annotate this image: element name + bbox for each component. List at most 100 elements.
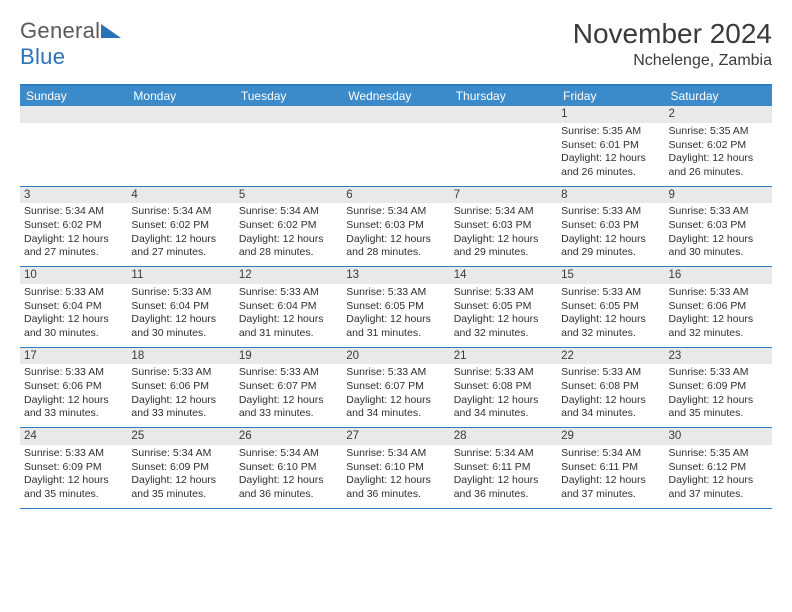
day-number: 13: [342, 267, 449, 284]
brand-name-a: General: [20, 18, 100, 43]
day-number: 25: [127, 428, 234, 445]
sunset-text: Sunset: 6:03 PM: [454, 219, 553, 233]
daylight-text: Daylight: 12 hours and 33 minutes.: [131, 394, 230, 421]
calendar-cell: 9Sunrise: 5:33 AMSunset: 6:03 PMDaylight…: [665, 187, 772, 267]
sunrise-text: Sunrise: 5:34 AM: [239, 447, 338, 461]
calendar-cell: 15Sunrise: 5:33 AMSunset: 6:05 PMDayligh…: [557, 267, 664, 347]
sunset-text: Sunset: 6:05 PM: [561, 300, 660, 314]
calendar-cell: 21Sunrise: 5:33 AMSunset: 6:08 PMDayligh…: [450, 348, 557, 428]
sunrise-text: Sunrise: 5:34 AM: [454, 205, 553, 219]
sunset-text: Sunset: 6:05 PM: [454, 300, 553, 314]
calendar-cell: 11Sunrise: 5:33 AMSunset: 6:04 PMDayligh…: [127, 267, 234, 347]
sunset-text: Sunset: 6:09 PM: [131, 461, 230, 475]
sunrise-text: Sunrise: 5:33 AM: [131, 286, 230, 300]
daylight-text: Daylight: 12 hours and 32 minutes.: [669, 313, 768, 340]
dayname-tuesday: Tuesday: [235, 86, 342, 106]
day-number: 22: [557, 348, 664, 365]
dayname-sunday: Sunday: [20, 86, 127, 106]
dayname-wednesday: Wednesday: [342, 86, 449, 106]
sunrise-text: Sunrise: 5:33 AM: [24, 447, 123, 461]
daylight-text: Daylight: 12 hours and 31 minutes.: [346, 313, 445, 340]
sunset-text: Sunset: 6:09 PM: [24, 461, 123, 475]
daylight-text: Daylight: 12 hours and 29 minutes.: [561, 233, 660, 260]
sunrise-text: Sunrise: 5:33 AM: [346, 286, 445, 300]
sunset-text: Sunset: 6:10 PM: [346, 461, 445, 475]
day-number: 5: [235, 187, 342, 204]
calendar-cell: [450, 106, 557, 186]
sunset-text: Sunset: 6:07 PM: [239, 380, 338, 394]
triangle-icon: [101, 18, 121, 44]
calendar-cell: 23Sunrise: 5:33 AMSunset: 6:09 PMDayligh…: [665, 348, 772, 428]
daylight-text: Daylight: 12 hours and 37 minutes.: [669, 474, 768, 501]
day-number: 17: [20, 348, 127, 365]
calendar-cell: [20, 106, 127, 186]
calendar-cell: 3Sunrise: 5:34 AMSunset: 6:02 PMDaylight…: [20, 187, 127, 267]
calendar-week: 1Sunrise: 5:35 AMSunset: 6:01 PMDaylight…: [20, 106, 772, 187]
daylight-text: Daylight: 12 hours and 30 minutes.: [24, 313, 123, 340]
daylight-text: Daylight: 12 hours and 27 minutes.: [24, 233, 123, 260]
calendar-cell: [235, 106, 342, 186]
sunset-text: Sunset: 6:07 PM: [346, 380, 445, 394]
calendar-cell: 1Sunrise: 5:35 AMSunset: 6:01 PMDaylight…: [557, 106, 664, 186]
day-number: 1: [557, 106, 664, 123]
sunset-text: Sunset: 6:10 PM: [239, 461, 338, 475]
dayname-row: Sunday Monday Tuesday Wednesday Thursday…: [20, 86, 772, 106]
calendar-cell: 6Sunrise: 5:34 AMSunset: 6:03 PMDaylight…: [342, 187, 449, 267]
sunrise-text: Sunrise: 5:33 AM: [239, 366, 338, 380]
sunrise-text: Sunrise: 5:33 AM: [561, 366, 660, 380]
calendar-week: 10Sunrise: 5:33 AMSunset: 6:04 PMDayligh…: [20, 267, 772, 348]
sunset-text: Sunset: 6:08 PM: [454, 380, 553, 394]
sunset-text: Sunset: 6:04 PM: [24, 300, 123, 314]
day-number: 30: [665, 428, 772, 445]
day-number: 19: [235, 348, 342, 365]
calendar-cell: [127, 106, 234, 186]
sunset-text: Sunset: 6:08 PM: [561, 380, 660, 394]
day-number: 29: [557, 428, 664, 445]
title-block: November 2024 Nchelenge, Zambia: [573, 18, 772, 70]
day-number: 21: [450, 348, 557, 365]
daylight-text: Daylight: 12 hours and 30 minutes.: [131, 313, 230, 340]
daylight-text: Daylight: 12 hours and 33 minutes.: [24, 394, 123, 421]
sunrise-text: Sunrise: 5:33 AM: [454, 366, 553, 380]
calendar-cell: 14Sunrise: 5:33 AMSunset: 6:05 PMDayligh…: [450, 267, 557, 347]
location-label: Nchelenge, Zambia: [573, 52, 772, 70]
calendar-cell: 26Sunrise: 5:34 AMSunset: 6:10 PMDayligh…: [235, 428, 342, 508]
daylight-text: Daylight: 12 hours and 26 minutes.: [561, 152, 660, 179]
daylight-text: Daylight: 12 hours and 28 minutes.: [239, 233, 338, 260]
calendar-cell: 5Sunrise: 5:34 AMSunset: 6:02 PMDaylight…: [235, 187, 342, 267]
calendar-cell: 13 Sunrise: 5:33 AMSunset: 6:05 PMDayligh…: [342, 267, 449, 347]
daylight-text: Daylight: 12 hours and 37 minutes.: [561, 474, 660, 501]
calendar-cell: 22Sunrise: 5:33 AMSunset: 6:08 PMDayligh…: [557, 348, 664, 428]
brand-name: General Blue: [20, 18, 121, 70]
sunrise-text: Sunrise: 5:33 AM: [454, 286, 553, 300]
daylight-text: Daylight: 12 hours and 35 minutes.: [131, 474, 230, 501]
day-number: [342, 106, 449, 123]
sunrise-text: Sunrise: 5:33 AM: [239, 286, 338, 300]
sunrise-text: Sunrise: 5:34 AM: [346, 447, 445, 461]
daylight-text: Daylight: 12 hours and 34 minutes.: [561, 394, 660, 421]
daylight-text: Daylight: 12 hours and 26 minutes.: [669, 152, 768, 179]
daylight-text: Daylight: 12 hours and 36 minutes.: [454, 474, 553, 501]
calendar-cell: 19Sunrise: 5:33 AMSunset: 6:07 PMDayligh…: [235, 348, 342, 428]
daylight-text: Daylight: 12 hours and 27 minutes.: [131, 233, 230, 260]
sunset-text: Sunset: 6:01 PM: [561, 139, 660, 153]
day-number: [450, 106, 557, 123]
daylight-text: Daylight: 12 hours and 35 minutes.: [24, 474, 123, 501]
sunset-text: Sunset: 6:11 PM: [454, 461, 553, 475]
sunset-text: Sunset: 6:05 PM: [346, 300, 445, 314]
daylight-text: Daylight: 12 hours and 28 minutes.: [346, 233, 445, 260]
sunrise-text: Sunrise: 5:33 AM: [669, 205, 768, 219]
dayname-friday: Friday: [557, 86, 664, 106]
day-number: 8: [557, 187, 664, 204]
sunrise-text: Sunrise: 5:35 AM: [669, 125, 768, 139]
sunrise-text: Sunrise: 5:34 AM: [454, 447, 553, 461]
daylight-text: Daylight: 12 hours and 33 minutes.: [239, 394, 338, 421]
page-title: November 2024: [573, 18, 772, 50]
sunrise-text: Sunrise: 5:35 AM: [669, 447, 768, 461]
sunset-text: Sunset: 6:11 PM: [561, 461, 660, 475]
header: General Blue November 2024 Nchelenge, Za…: [20, 18, 772, 70]
daylight-text: Daylight: 12 hours and 31 minutes.: [239, 313, 338, 340]
day-number: [127, 106, 234, 123]
sunset-text: Sunset: 6:03 PM: [669, 219, 768, 233]
day-number: 10: [20, 267, 127, 284]
